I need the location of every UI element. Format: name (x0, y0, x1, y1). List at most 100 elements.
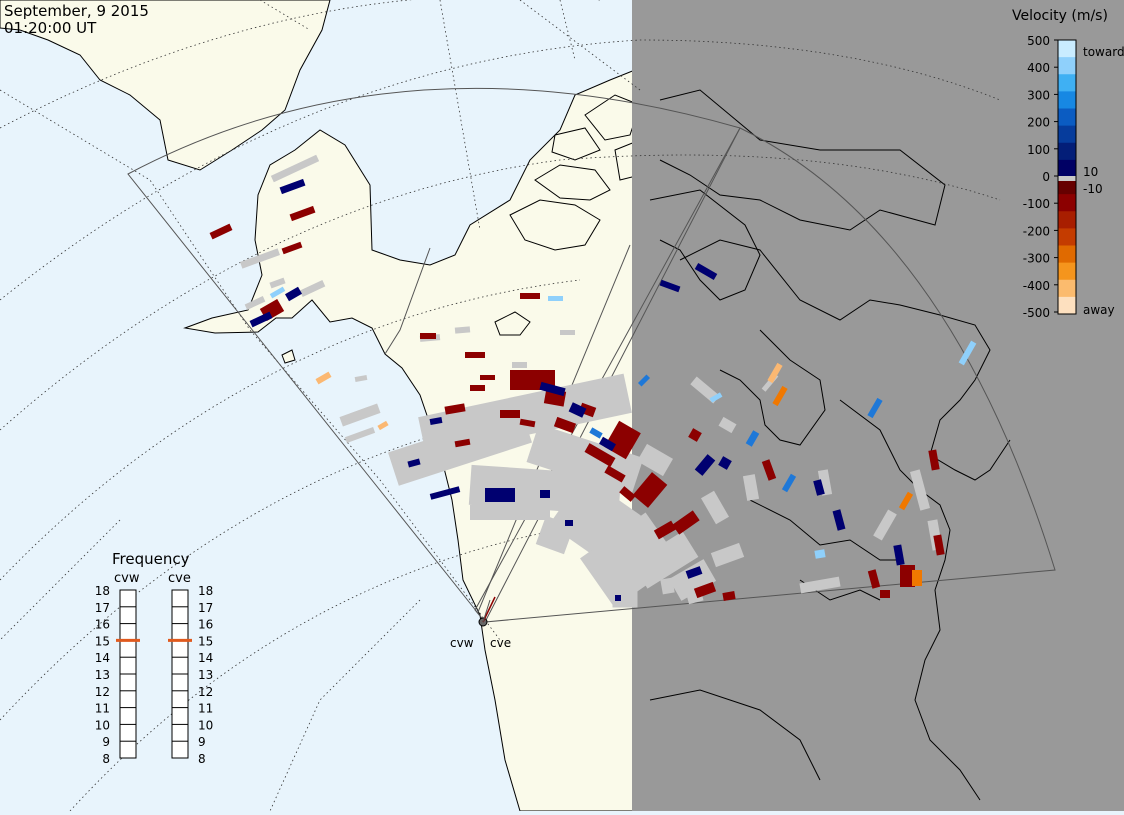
legend-swatch (1058, 40, 1076, 58)
velocity-cell (420, 333, 436, 339)
velocity-cell (718, 416, 737, 434)
velocity-cell (540, 490, 550, 498)
velocity-cell (694, 454, 716, 476)
velocity-cell (772, 385, 788, 407)
velocity-cell (429, 417, 443, 425)
velocity-cell (289, 205, 316, 222)
velocity-cell (742, 474, 760, 501)
velocity-cell (565, 520, 573, 526)
frequency-panel: Frequency cvw cve 1817161514131211109818… (95, 550, 214, 766)
velocity-cell (599, 385, 621, 401)
velocity-cell (612, 577, 638, 608)
frequency-tick-label: 15 (198, 634, 213, 648)
frequency-tick-label: 14 (95, 651, 110, 665)
island-arctic-1 (509, 199, 601, 251)
legend-tick-label: 400 (1027, 61, 1050, 75)
velocity-cell (560, 330, 575, 335)
frequency-tick-label: 10 (198, 718, 213, 732)
frequency-tick-label: 11 (198, 702, 213, 716)
velocity-cell (315, 371, 332, 385)
legend-tick-label: -200 (1023, 224, 1050, 238)
legend-away: away (1083, 303, 1115, 317)
velocity-cell (668, 559, 717, 601)
velocity-cell (701, 490, 729, 525)
velocity-cell (444, 403, 466, 415)
velocity-cell (377, 420, 389, 431)
legend-tick-label: 0 (1042, 170, 1050, 184)
legend-swatch (1058, 245, 1076, 264)
velocity-cell (898, 491, 914, 511)
velocity-cell (270, 154, 320, 183)
velocity-cell (688, 428, 702, 442)
site-label-cve: cve (490, 636, 511, 650)
island-arctic-2 (534, 164, 611, 201)
legend-tick-label: 300 (1027, 88, 1050, 102)
velocity-cell (512, 362, 527, 368)
legend-minus10: -10 (1083, 182, 1103, 196)
velocity-cell (599, 436, 616, 452)
island-arctic-4 (551, 127, 601, 161)
frequency-tick-label: 15 (95, 634, 110, 648)
velocity-cell (659, 279, 681, 293)
legend-swatch (1058, 57, 1076, 75)
velocity-cells (209, 154, 977, 608)
velocity-cell (349, 406, 371, 420)
legend-swatch (1058, 125, 1076, 144)
header-time: 01:20:00 UT (4, 19, 97, 37)
frequency-tick-label: 18 (95, 584, 110, 598)
velocity-legend: Velocity (m/s) 500 400 300 200 100 0 -100 -200 -… (1012, 8, 1124, 320)
legend-swatch (1058, 228, 1076, 247)
legend-swatch (1058, 74, 1076, 92)
velocity-cell (880, 590, 890, 598)
velocity-cell (465, 352, 485, 358)
legend-10: 10 (1083, 165, 1098, 179)
velocity-cell (407, 458, 421, 468)
legend-tick-label: -500 (1023, 306, 1050, 320)
fov-cvw (127, 87, 741, 623)
frequency-tick-label: 8 (102, 752, 110, 766)
legend-swatch (1058, 194, 1076, 212)
velocity-cell (429, 486, 461, 500)
velocity-cell (761, 459, 777, 481)
velocity-cell (813, 479, 825, 496)
velocity-cell (209, 223, 233, 240)
velocity-cell (722, 591, 736, 601)
velocity-cell (867, 569, 881, 589)
island-bering (281, 349, 296, 364)
legend-tick-label: -400 (1023, 279, 1050, 293)
velocity-cell (694, 262, 718, 281)
legend-tick-label: -100 (1023, 197, 1050, 211)
velocity-cell (604, 420, 641, 460)
frequency-tick-label: 11 (95, 702, 110, 716)
velocity-cell (693, 581, 717, 599)
velocity-cell (589, 427, 603, 439)
velocity-cell (520, 293, 540, 299)
legend-tick-label: -300 (1023, 252, 1050, 266)
velocity-cell (619, 486, 636, 502)
velocity-cell (660, 577, 675, 595)
velocity-cell (535, 515, 575, 555)
velocity-cell (354, 374, 368, 383)
legend-tick-label: 200 (1027, 116, 1050, 130)
island-arctic-6 (494, 311, 531, 336)
legend-toward: toward (1083, 45, 1124, 59)
radar-sites: cvw cve (450, 596, 511, 650)
velocity-cell (519, 418, 536, 428)
velocity-cell (249, 311, 273, 328)
frequency-tick-label: 16 (198, 618, 213, 632)
velocity-cell (548, 296, 563, 301)
frequency-tick-label: 12 (198, 685, 213, 699)
velocity-cell (500, 410, 520, 418)
velocity-cell (799, 576, 841, 594)
velocity-cell (615, 595, 621, 601)
velocity-cell (900, 565, 915, 587)
frequency-label-cvw: cvw (114, 571, 140, 586)
velocity-cell (285, 286, 302, 302)
velocity-cell (539, 381, 566, 397)
velocity-cell (653, 520, 677, 540)
velocity-cell (240, 248, 280, 269)
velocity-cell (718, 456, 732, 470)
velocity-cell (909, 469, 931, 511)
velocity-cell (781, 473, 797, 493)
